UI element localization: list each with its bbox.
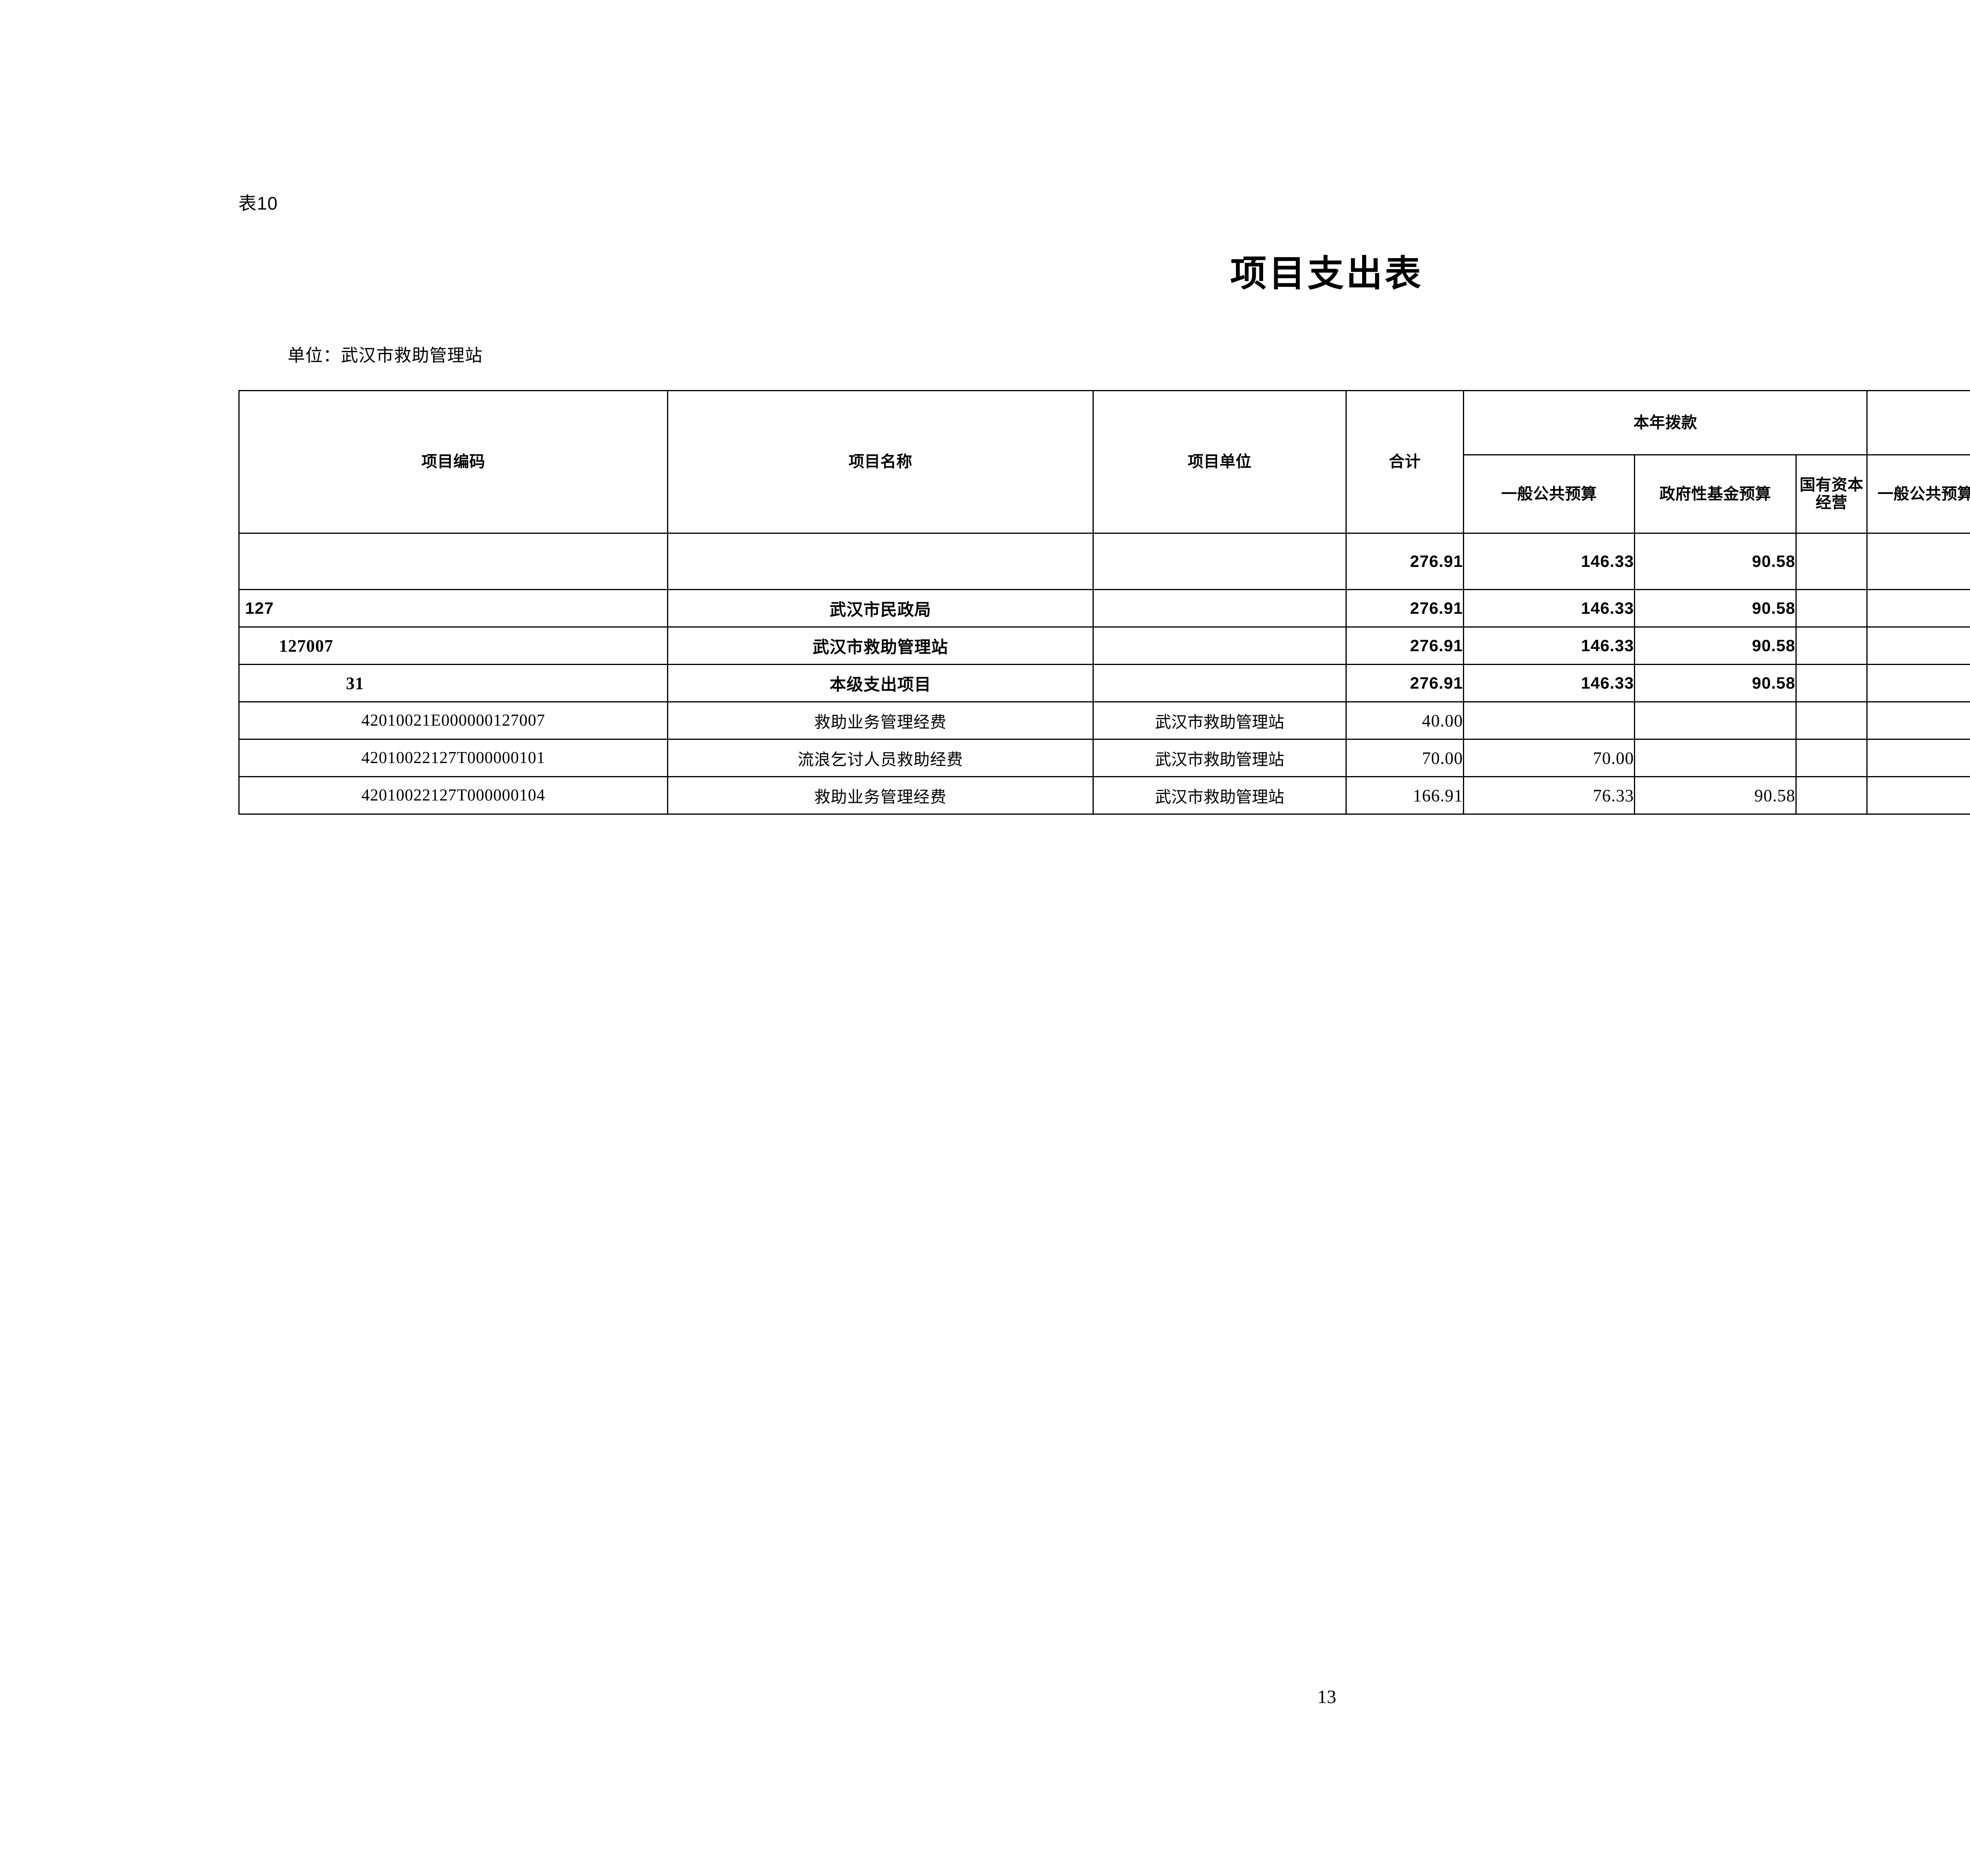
header-total: 合计 — [1345, 390, 1464, 534]
cell-project-code: 42010022127T000000104 — [238, 776, 669, 815]
table-row: 42010022127T000000101 流浪乞讨人员救助经费 武汉市救助管理… — [238, 739, 1970, 777]
cell-cy-gov-fund: 90.58 — [1634, 776, 1797, 815]
table-row: 42010021E000000127007 救助业务管理经费 武汉市救助管理站 … — [238, 701, 1970, 740]
header-fc-general-public-budget: 一般公共预算 — [1866, 454, 1970, 534]
cell-project-name: 救助业务管理经费 — [667, 776, 1094, 815]
cell-total: 276.91 — [1345, 626, 1464, 665]
cell-total: 40.00 — [1345, 701, 1464, 740]
cell-project-code: 42010022127T000000101 — [238, 739, 669, 777]
header-cy-state-capital-operation: 国有资本经营 — [1795, 454, 1868, 534]
cell-project-name: 武汉市民政局 — [667, 589, 1094, 628]
cell-cy-state-capital — [1795, 776, 1868, 815]
header-cy-gov-fund-budget: 政府性基金预算 — [1634, 454, 1797, 534]
header-project-unit: 项目单位 — [1093, 390, 1347, 534]
page-title: 项目支出表 — [1230, 254, 1424, 294]
cell-project-name: 武汉市救助管理站 — [667, 626, 1094, 665]
header-fiscal-carryover: 财政拨款结转结余 — [1866, 390, 1970, 455]
cell-project-unit — [1093, 589, 1347, 628]
cell-total: 70.00 — [1345, 739, 1464, 777]
cell-project-unit: 武汉市救助管理站 — [1093, 739, 1347, 777]
cell-cy-general: 76.33 — [1463, 776, 1635, 815]
cell-project-unit — [1093, 533, 1347, 590]
cell-cy-general: 70.00 — [1463, 739, 1635, 777]
cell-project-code: 127 — [238, 589, 669, 628]
cell-cy-gov-fund: 90.58 — [1634, 533, 1797, 590]
cell-cy-general: 146.33 — [1463, 664, 1635, 702]
cell-total: 276.91 — [1345, 589, 1464, 628]
cell-cy-state-capital — [1795, 589, 1868, 628]
cell-cy-gov-fund: 90.58 — [1634, 589, 1797, 628]
cell-project-unit: 武汉市救助管理站 — [1093, 701, 1347, 740]
cell-cy-state-capital — [1795, 701, 1868, 740]
project-expenditure-table: 项目编码 项目名称 项目单位 合计 本年拨款 财政拨款结转结余 财政专户管理资金… — [238, 390, 1970, 815]
cell-cy-general: 146.33 — [1463, 589, 1635, 628]
cell-cy-state-capital — [1795, 533, 1868, 590]
header-project-code: 项目编码 — [238, 390, 669, 534]
cell-cy-general — [1463, 701, 1635, 740]
cell-total: 276.91 — [1345, 664, 1464, 702]
header-cy-general-public-budget: 一般公共预算 — [1463, 454, 1635, 534]
cell-project-unit — [1093, 664, 1347, 702]
cell-cy-gov-fund: 90.58 — [1634, 664, 1797, 702]
cell-fc-general — [1866, 533, 1970, 590]
cell-project-unit — [1093, 626, 1347, 665]
cell-project-code: 31 — [238, 664, 669, 702]
cell-project-name — [667, 533, 1094, 590]
cell-fc-general — [1866, 776, 1970, 815]
cell-cy-state-capital — [1795, 664, 1868, 702]
cell-cy-state-capital — [1795, 739, 1868, 777]
table-number-label: 表10 — [238, 193, 278, 214]
cell-cy-gov-fund — [1634, 739, 1797, 777]
cell-project-name: 救助业务管理经费 — [667, 701, 1094, 740]
header-current-year-appropriation: 本年拨款 — [1463, 390, 1868, 455]
header-project-name: 项目名称 — [667, 390, 1094, 534]
table-row: 127 武汉市民政局 276.91 146.33 90.58 40.00 — [238, 589, 1970, 628]
cell-fc-general — [1866, 626, 1970, 665]
cell-cy-gov-fund — [1634, 701, 1797, 740]
cell-project-name: 流浪乞讨人员救助经费 — [667, 739, 1094, 777]
table-row: 127007 武汉市救助管理站 276.91 146.33 90.58 40.0… — [238, 626, 1970, 665]
cell-project-unit: 武汉市救助管理站 — [1093, 776, 1347, 815]
unit-label-left: 单位：武汉市救助管理站 — [288, 346, 483, 365]
table-row: 276.91 146.33 90.58 40.00 — [238, 533, 1970, 590]
table-body: 276.91 146.33 90.58 40.00 127 武汉市民政局 276… — [238, 533, 1970, 815]
cell-fc-general — [1866, 664, 1970, 702]
cell-project-code — [238, 533, 669, 590]
cell-cy-gov-fund: 90.58 — [1634, 626, 1797, 665]
cell-project-name: 本级支出项目 — [667, 664, 1094, 702]
cell-fc-general — [1866, 739, 1970, 777]
cell-total: 166.91 — [1345, 776, 1464, 815]
cell-project-code: 127007 — [238, 626, 669, 665]
table-row: 31 本级支出项目 276.91 146.33 90.58 40.00 — [238, 664, 1970, 702]
table-row: 42010022127T000000104 救助业务管理经费 武汉市救助管理站 … — [238, 776, 1970, 815]
cell-fc-general — [1866, 701, 1970, 740]
cell-total: 276.91 — [1345, 533, 1464, 590]
cell-project-code: 42010021E000000127007 — [238, 701, 669, 740]
cell-cy-state-capital — [1795, 626, 1868, 665]
cell-cy-general: 146.33 — [1463, 533, 1635, 590]
cell-cy-general: 146.33 — [1463, 626, 1635, 665]
page-number: 13 — [1317, 1687, 1336, 1707]
cell-fc-general — [1866, 589, 1970, 628]
